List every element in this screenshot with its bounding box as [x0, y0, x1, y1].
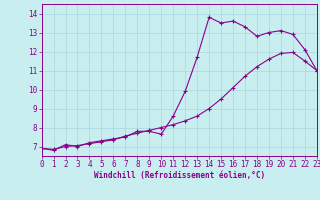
- X-axis label: Windchill (Refroidissement éolien,°C): Windchill (Refroidissement éolien,°C): [94, 171, 265, 180]
